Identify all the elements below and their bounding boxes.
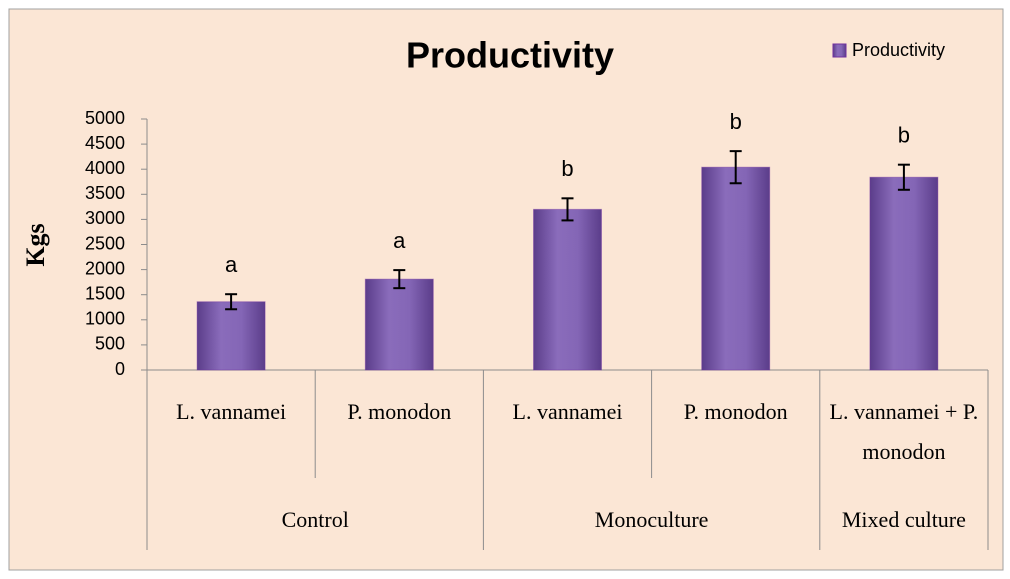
x-tick-label-box: P. monodon: [683, 399, 788, 424]
x-tick-label-box: P. monodon: [347, 399, 452, 424]
legend-swatch: [832, 43, 847, 58]
chart-title: Productivity: [406, 35, 614, 76]
error-bar: [897, 163, 910, 191]
y-tick-label: 1000: [85, 309, 125, 329]
y-tick-label: 500: [95, 334, 125, 354]
bar: [364, 278, 434, 371]
significance-label: a: [393, 228, 406, 253]
bar: [196, 301, 266, 371]
y-tick-label: 2000: [85, 258, 125, 278]
y-tick-label: 2500: [85, 233, 125, 253]
y-tick-label: 4500: [85, 133, 125, 153]
significance-label: b: [730, 109, 742, 134]
chart-background: [8, 8, 1004, 571]
y-tick-label: 3000: [85, 208, 125, 228]
group-label: Mixed culture: [842, 507, 966, 532]
y-tick-label: 0: [115, 359, 125, 379]
x-tick-label: L. vannamei: [512, 399, 623, 424]
significance-label: b: [561, 156, 573, 181]
x-tick-label: L. vannamei + P. monodon: [829, 399, 979, 464]
error-bar: [561, 197, 574, 222]
error-bar: [393, 269, 406, 290]
significance-label: a: [225, 252, 238, 277]
x-tick-label-box: L. vannamei + P. monodon: [829, 399, 979, 464]
x-tick-label-box: L. vannamei: [512, 399, 623, 424]
group-label: Control: [282, 507, 349, 532]
y-tick-label: 1500: [85, 283, 125, 303]
legend-label: Productivity: [852, 40, 945, 60]
y-axis-label: Kgs: [21, 223, 50, 266]
x-tick-label: L. vannamei: [176, 399, 287, 424]
y-tick-label: 3500: [85, 183, 125, 203]
x-tick-label: P. monodon: [347, 399, 452, 424]
x-tick-label-box: L. vannamei: [176, 399, 287, 424]
error-bar: [729, 150, 742, 185]
bar: [533, 208, 602, 371]
group-label: Monoculture: [595, 507, 709, 532]
y-tick-label: 4000: [85, 158, 125, 178]
error-bar: [225, 293, 238, 311]
x-tick-label: P. monodon: [683, 399, 788, 424]
bar: [869, 176, 939, 371]
significance-label: b: [898, 122, 910, 147]
bar: [701, 166, 771, 371]
y-tick-label: 5000: [85, 108, 125, 128]
